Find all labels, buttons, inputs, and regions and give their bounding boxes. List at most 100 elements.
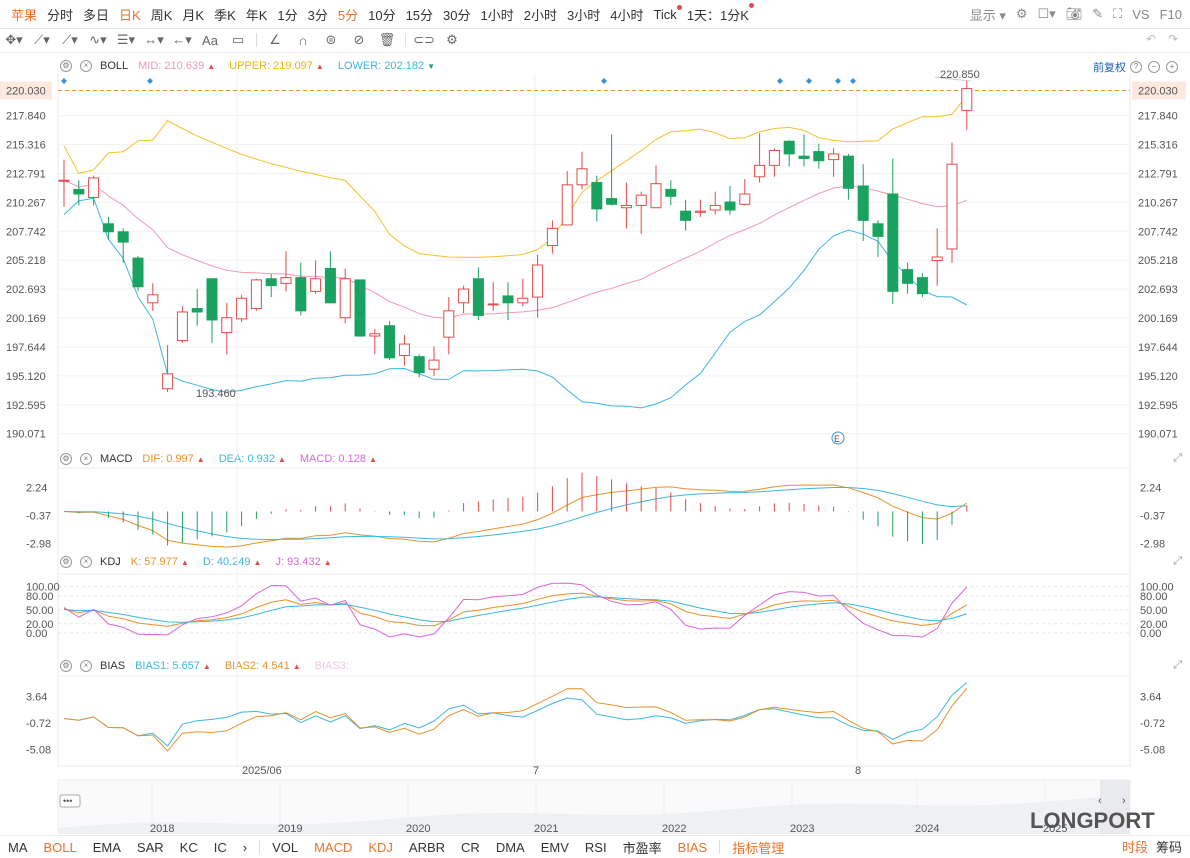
indicator-vol[interactable]: VOL xyxy=(272,839,299,855)
period-tab[interactable]: 15分 xyxy=(405,7,434,23)
trash-icon[interactable]: 🗑︎ xyxy=(378,32,396,47)
help-icon[interactable]: ? xyxy=(1126,60,1146,73)
maximize-icon[interactable]: ⤢ xyxy=(1173,555,1182,567)
period-tab[interactable]: 5分 xyxy=(337,7,359,23)
settings-icon[interactable]: ⚙ xyxy=(60,660,72,672)
more-arrow-icon[interactable]: › xyxy=(242,839,248,855)
indicator-macd[interactable]: MACD xyxy=(314,839,353,855)
period-tab[interactable]: 1小时 xyxy=(480,7,514,23)
period-tab[interactable]: 1分 xyxy=(277,7,298,23)
maximize-icon[interactable]: ⤢ xyxy=(1173,452,1182,464)
period-tab[interactable]: 3分 xyxy=(307,7,328,23)
candle-body xyxy=(369,333,381,337)
period-tab[interactable]: 1天：1分K xyxy=(682,2,754,24)
period-tab[interactable]: 多日 xyxy=(83,7,110,23)
period-tab[interactable]: 10分 xyxy=(368,7,396,23)
arrow-tool-icon[interactable]: ←▾ xyxy=(172,32,192,47)
period-tab[interactable]: 2小时 xyxy=(523,7,557,23)
candle-body xyxy=(680,210,692,221)
indicator-kc[interactable]: KC xyxy=(179,839,198,855)
candle xyxy=(502,282,514,320)
period-tab[interactable]: 日K xyxy=(119,7,141,23)
settings-icon[interactable]: ⚙ xyxy=(60,60,72,72)
hide-icon[interactable]: ⊘ xyxy=(353,32,365,47)
indicator-sar[interactable]: SAR xyxy=(136,839,164,855)
price-tick-left: 205.218 xyxy=(6,255,46,267)
lock-icon[interactable]: ⊜ xyxy=(325,32,337,47)
draw-settings-icon[interactable]: ⚙ xyxy=(446,32,458,47)
display-dropdown[interactable]: 显示 ▾ xyxy=(969,7,1006,23)
magnet-icon[interactable]: ∩ xyxy=(298,32,308,48)
pen-icon[interactable]: ✎ xyxy=(1092,6,1104,21)
indicator-rsi[interactable]: RSI xyxy=(584,839,607,855)
overview-year-label: 2021 xyxy=(534,823,558,834)
indicator-cr[interactable]: CR xyxy=(461,839,480,855)
drawing-toolbar: ✥▾ ⟋▾ ⟋▾ ∿▾ ☰▾ ↔▾ ←▾ Aa ▭ ∠ ∩ ⊜ ⊘ 🗑︎ ⊂⊃ … xyxy=(0,28,1190,53)
price-tick-right: 210.267 xyxy=(1138,197,1178,209)
candle xyxy=(857,164,869,241)
period-tab[interactable]: 季K xyxy=(214,7,236,23)
indicator-市盈率[interactable]: 市盈率 xyxy=(622,840,662,856)
period-tab[interactable]: 月K xyxy=(182,7,205,23)
f10-button[interactable]: F10 xyxy=(1159,6,1182,22)
candle-body xyxy=(783,140,795,155)
layout-icon[interactable]: ☐▾ xyxy=(1037,6,1056,21)
chips-button[interactable]: 筹码 xyxy=(1155,839,1182,855)
link-icon[interactable]: ⊂⊃ xyxy=(413,32,435,47)
indicator-ma[interactable]: MA xyxy=(8,839,28,855)
wave-tool-icon[interactable]: ∿▾ xyxy=(89,32,107,47)
overview-year-label: 2024 xyxy=(915,823,939,834)
candle xyxy=(961,80,973,130)
fullscreen-icon[interactable]: ⛶ xyxy=(1113,6,1123,21)
redo-icon[interactable]: ↷ xyxy=(1167,32,1178,46)
period-tab[interactable]: 30分 xyxy=(443,7,471,23)
collapse-icon[interactable]: − xyxy=(1144,60,1164,73)
indicator-bias[interactable]: BIAS xyxy=(677,839,708,855)
fib-tool-icon[interactable]: ☰▾ xyxy=(116,32,136,47)
close-icon[interactable]: × xyxy=(80,60,92,72)
indicator-指标管理[interactable]: 指标管理 xyxy=(732,840,785,856)
stock-name-tab[interactable]: 苹果 xyxy=(11,7,38,23)
measure-tool-icon[interactable]: ↔▾ xyxy=(144,32,164,47)
boll-header: ⚙ × BOLL MID: 210.639 ▲ UPPER: 219.097 ▲ L… xyxy=(56,56,1186,76)
indicator-boll[interactable]: BOLL xyxy=(43,839,77,855)
candle-body xyxy=(857,185,869,221)
indicator-emv[interactable]: EMV xyxy=(540,839,569,855)
settings-icon[interactable]: ⚙ xyxy=(1015,6,1028,21)
adjust-button[interactable]: 前复权 xyxy=(1093,62,1126,74)
indicator-ic[interactable]: IC xyxy=(213,839,227,855)
close-icon[interactable]: × xyxy=(80,660,92,672)
close-icon[interactable]: × xyxy=(80,556,92,568)
kdj-k-line xyxy=(63,592,968,627)
period-tab[interactable]: 3小时 xyxy=(566,7,601,23)
indicator-kdj[interactable]: KDJ xyxy=(368,839,393,855)
period-tab[interactable]: Tick xyxy=(648,4,682,22)
settings-icon[interactable]: ⚙ xyxy=(60,453,72,465)
settings-icon[interactable]: ⚙ xyxy=(60,556,72,568)
text-tool-icon[interactable]: Aa xyxy=(202,32,218,48)
period-tab[interactable]: 年K xyxy=(245,7,268,23)
kdj-tick-right: 80.00 xyxy=(1140,591,1168,603)
line-tool-icon[interactable]: ⟋▾ xyxy=(34,32,50,47)
camera-icon[interactable]: 📷︎ xyxy=(1065,6,1083,21)
candle-body xyxy=(147,294,159,304)
maximize-icon[interactable]: ⤢ xyxy=(1173,659,1182,671)
channel-tool-icon[interactable]: ⟋▾ xyxy=(62,32,78,47)
indicator-arbr[interactable]: ARBR xyxy=(408,839,446,855)
indicator-dma[interactable]: DMA xyxy=(495,839,525,855)
ruler-icon[interactable]: ∠ xyxy=(269,32,281,47)
expand-icon[interactable]: + xyxy=(1162,60,1182,73)
bias1-line xyxy=(63,682,968,747)
vs-button[interactable]: VS xyxy=(1132,6,1150,22)
timeframe-button[interactable]: 时段 xyxy=(1121,839,1148,855)
macd-tick-right: -2.98 xyxy=(1140,538,1165,550)
period-tab[interactable]: 4小时 xyxy=(610,7,644,23)
undo-icon[interactable]: ↶ xyxy=(1145,32,1156,46)
crosshair-icon[interactable]: ✥▾ xyxy=(5,32,23,47)
indicator-ema[interactable]: EMA xyxy=(92,839,121,855)
close-icon[interactable]: × xyxy=(80,453,92,465)
period-tab[interactable]: 周K xyxy=(150,7,173,23)
chart-area[interactable]: 220.030 220.030 217.840 217.840 215.316 215.3… xyxy=(0,52,1190,834)
comment-icon[interactable]: ▭ xyxy=(231,32,245,47)
period-tab[interactable]: 分时 xyxy=(47,7,74,23)
